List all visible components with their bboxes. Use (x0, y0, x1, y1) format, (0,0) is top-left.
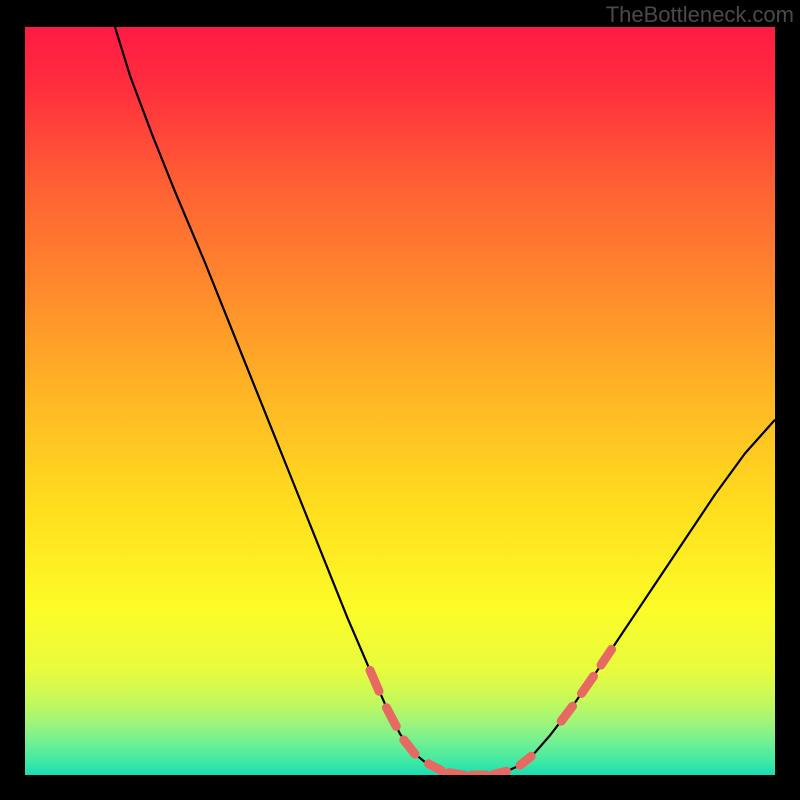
watermark-text: TheBottleneck.com (606, 2, 794, 28)
gradient-background (25, 27, 775, 775)
chart-container: TheBottleneck.com (0, 0, 800, 800)
chart-svg (25, 27, 775, 775)
plot-area (25, 27, 775, 775)
